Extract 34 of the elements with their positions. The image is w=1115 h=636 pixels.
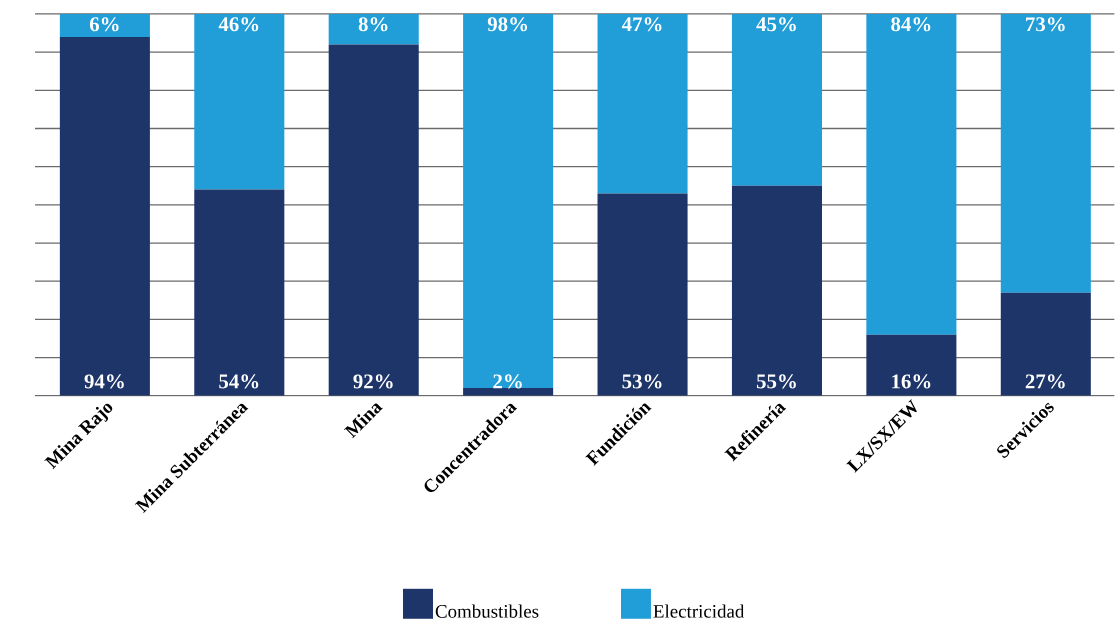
data-label: 46% (218, 17, 259, 32)
bar (597, 193, 688, 396)
data-label: 94% (84, 374, 124, 389)
bar (194, 14, 285, 190)
data-label: 2% (493, 374, 522, 389)
data-label: 73% (1026, 17, 1065, 32)
data-label: 53% (622, 374, 662, 389)
data-label: 54% (219, 374, 259, 389)
bar (463, 14, 554, 389)
data-label: 84% (891, 17, 931, 32)
data-label: 8% (358, 17, 388, 32)
data-label: 92% (353, 374, 393, 389)
data-label: 6% (89, 17, 119, 32)
data-label: 16% (892, 374, 931, 389)
data-label: 55% (756, 374, 796, 389)
bar (731, 185, 822, 396)
data-label: 45% (756, 17, 796, 32)
legend-label: Electricidad (653, 604, 745, 618)
bar (59, 14, 150, 38)
bar (328, 44, 419, 396)
legend-label: Combustibles (435, 604, 539, 618)
bar (328, 14, 419, 45)
bar (866, 334, 957, 396)
data-label: 98% (487, 17, 528, 32)
data-label: 27% (1025, 374, 1065, 389)
bar (1000, 292, 1091, 396)
bar (194, 189, 285, 396)
bar (731, 14, 822, 186)
bar (597, 14, 688, 194)
data-label: 47% (621, 17, 662, 32)
bar (463, 388, 554, 396)
bar (1000, 14, 1091, 293)
bar (866, 14, 957, 335)
bar (59, 37, 150, 396)
